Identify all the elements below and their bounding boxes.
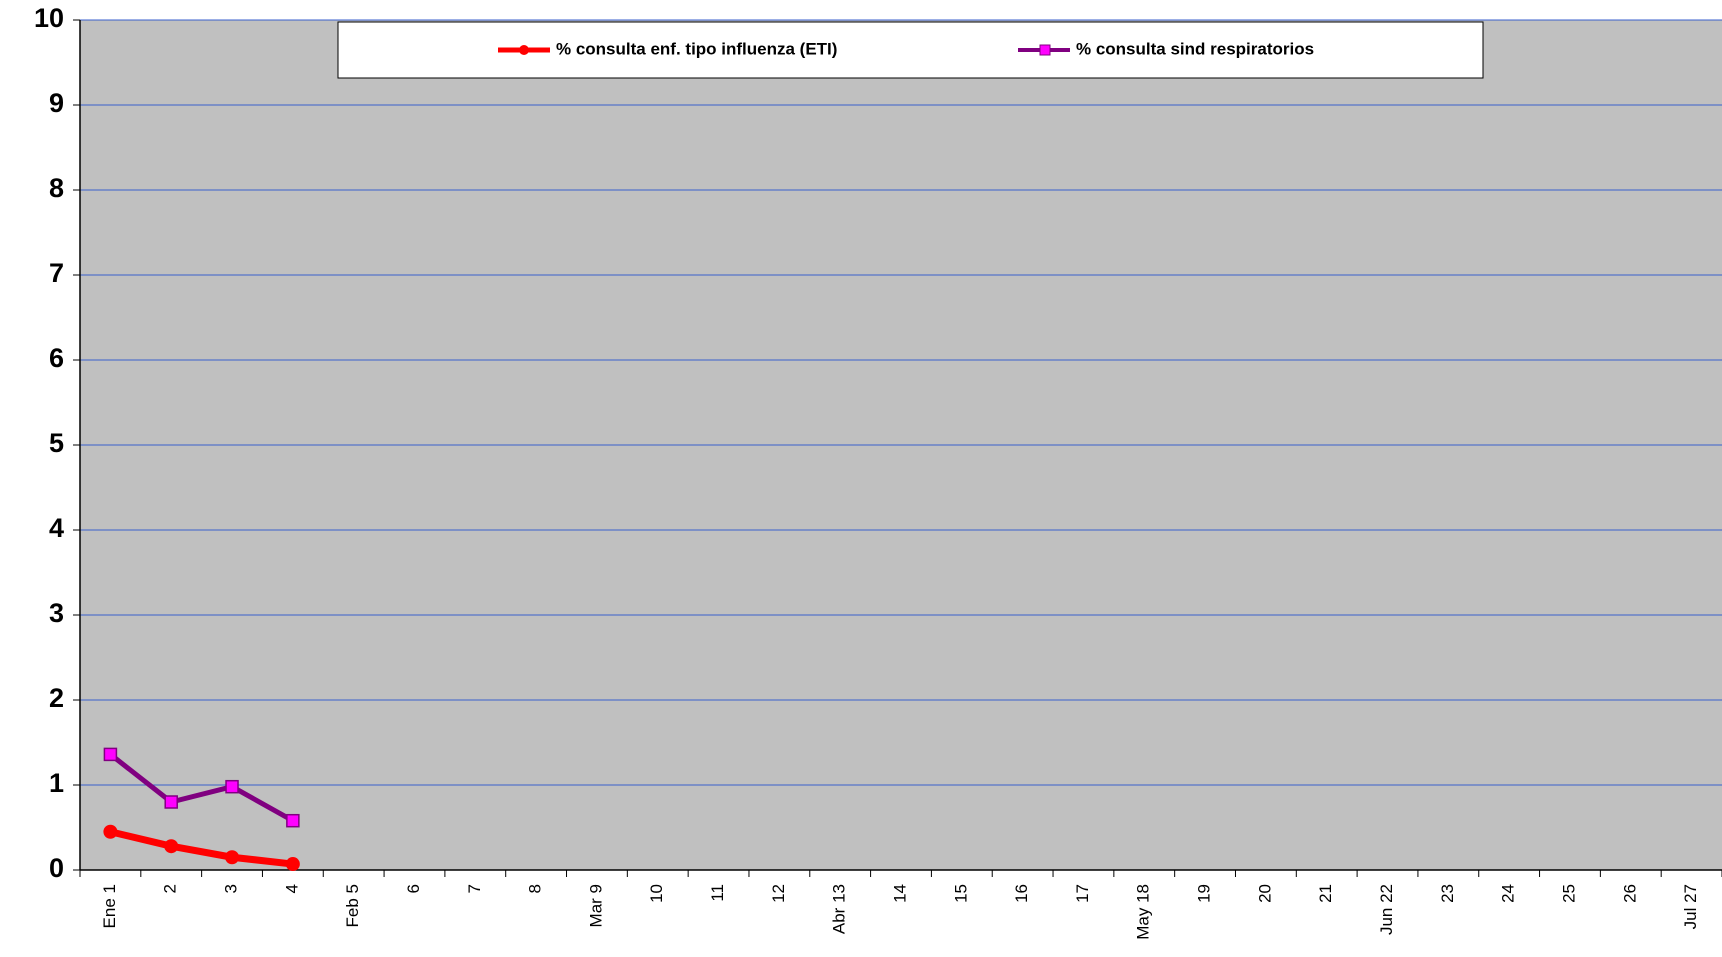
legend-marker — [1039, 44, 1051, 56]
y-tick-label: 6 — [49, 343, 64, 373]
x-tick-label: Abr 13 — [830, 884, 849, 934]
marker — [103, 824, 118, 839]
legend-marker — [519, 45, 529, 55]
x-tick-label: 23 — [1438, 884, 1457, 903]
x-tick-label: 25 — [1559, 884, 1578, 903]
x-tick-label: 19 — [1195, 884, 1214, 903]
y-tick-label: 0 — [49, 853, 64, 883]
x-tick-label: 8 — [526, 884, 545, 893]
x-tick-label: 11 — [708, 884, 727, 902]
y-tick-label: 4 — [49, 513, 64, 543]
y-tick-label: 1 — [49, 768, 64, 798]
x-tick-label: 15 — [951, 884, 970, 903]
series-line — [109, 828, 294, 868]
legend-label: % consulta sind respiratorios — [1076, 39, 1314, 58]
marker — [285, 857, 300, 872]
x-tick-label: 3 — [222, 884, 241, 893]
y-tick-label: 5 — [49, 428, 64, 458]
x-tick-label: 24 — [1499, 884, 1518, 903]
x-tick-label: 12 — [769, 884, 788, 903]
y-tick-label: 3 — [49, 598, 64, 628]
x-tick-label: 4 — [282, 884, 301, 893]
series-line — [108, 752, 295, 823]
marker — [225, 779, 239, 794]
x-tick-label: Jun 22 — [1377, 884, 1396, 935]
legend-label: % consulta enf. tipo influenza (ETI) — [556, 39, 837, 58]
x-tick-label: 14 — [890, 884, 909, 903]
x-tick-label: 2 — [161, 884, 180, 893]
x-tick-label: 6 — [404, 884, 423, 893]
x-tick-label: May 18 — [1134, 884, 1153, 940]
marker — [164, 839, 179, 854]
y-tick-label: 10 — [34, 3, 64, 33]
y-tick-label: 9 — [49, 88, 64, 118]
marker — [164, 795, 178, 809]
marker — [225, 850, 240, 865]
x-tick-label: 7 — [465, 884, 484, 893]
x-tick-label: 17 — [1073, 884, 1092, 903]
x-tick-label: 26 — [1620, 884, 1639, 903]
legend: % consulta enf. tipo influenza (ETI) % co… — [337, 21, 1484, 79]
x-tick-label: 21 — [1316, 884, 1335, 903]
marker — [103, 747, 118, 762]
x-tick-label: Mar 9 — [586, 884, 605, 927]
x-tick-label: 10 — [647, 884, 666, 903]
x-tick-label: Ene 1 — [100, 884, 119, 928]
x-tick-label: 16 — [1012, 884, 1031, 903]
marker — [286, 813, 300, 828]
x-tick-label: Jul 27 — [1681, 884, 1700, 929]
x-tick-label: Feb 5 — [343, 884, 362, 927]
x-tick-label: 20 — [1255, 884, 1274, 903]
y-tick-label: 7 — [49, 258, 64, 288]
y-tick-label: 8 — [49, 173, 64, 203]
y-tick-label: 2 — [49, 683, 64, 713]
